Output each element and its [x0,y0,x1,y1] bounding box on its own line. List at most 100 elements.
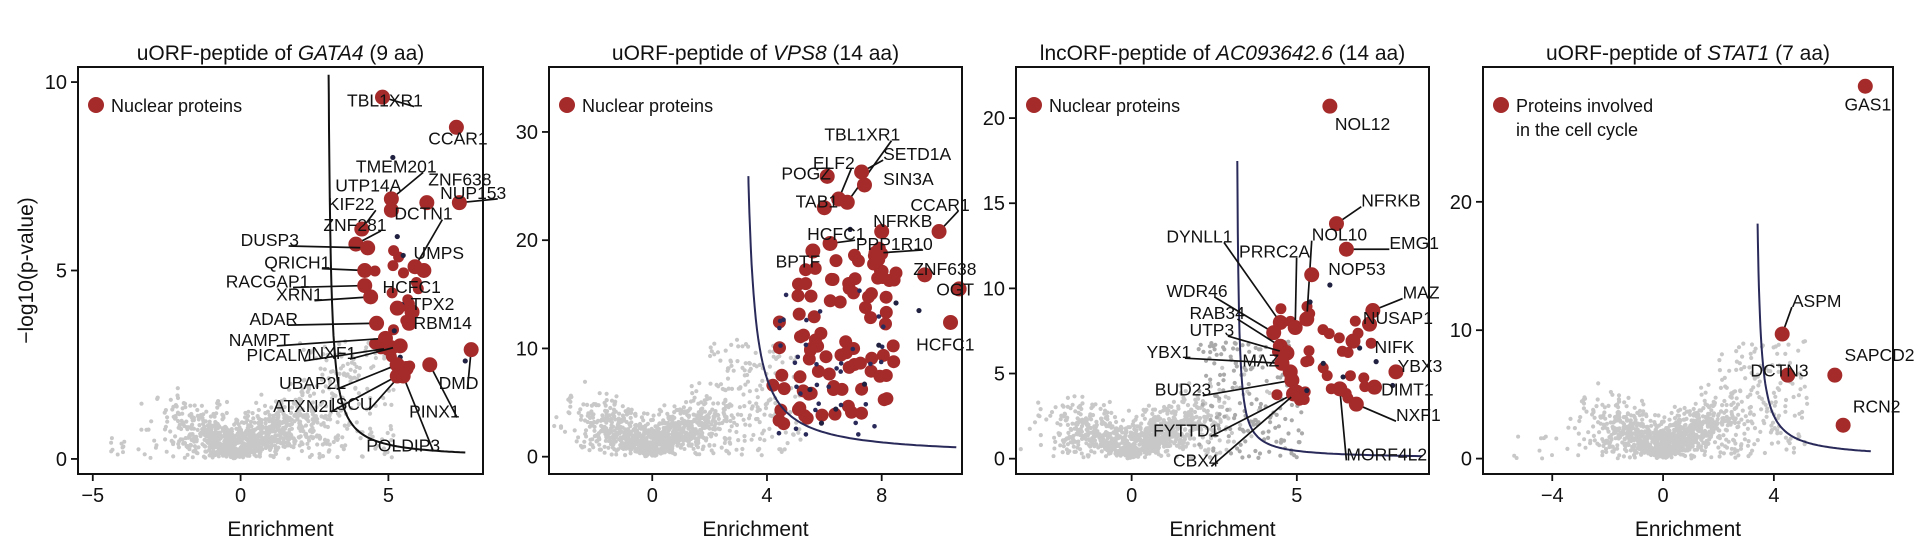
labeled-point: DUSP3 [241,230,376,256]
background-point [1716,445,1721,450]
background-point [1159,436,1164,441]
background-point [1185,403,1191,408]
background-point [791,432,796,437]
background-point [1105,448,1110,453]
small-dark-point [1390,382,1396,389]
background-point [1148,437,1153,442]
background-point [712,427,718,432]
background-point [1729,402,1734,407]
background-point [1188,454,1193,459]
labeled-point: UTP14A [335,175,402,218]
background-point [653,451,658,456]
background-point [1656,413,1661,418]
background-point [191,426,196,431]
background-point [1748,410,1753,415]
background-point [581,402,586,407]
background-point [629,407,634,412]
background-point [1719,442,1724,447]
background-point [109,436,114,441]
background-point [645,421,651,426]
background-point [1755,390,1760,395]
background-point [292,413,297,418]
background-point [1716,412,1721,417]
background-point [1165,411,1170,416]
background-point [754,388,759,393]
labeled-point: PRRC2A [1239,242,1310,336]
background-point [1678,426,1683,431]
background-point [1165,448,1170,453]
background-point [1691,427,1696,432]
background-point [1053,405,1058,410]
hit-point [851,254,865,268]
background-point [354,420,359,425]
background-point [282,397,287,402]
background-point [191,418,196,423]
background-point [1095,429,1100,434]
background-point [255,414,260,419]
hit-point [811,364,825,378]
background-point [1681,417,1686,422]
background-point [1787,360,1793,365]
background-point [309,422,314,428]
background-point [1777,363,1782,368]
background-point [597,442,602,447]
background-point [325,417,330,422]
background-point [1180,445,1185,450]
background-point [1646,431,1651,437]
background-point [319,377,324,382]
background-point [1616,428,1621,433]
background-point [1683,442,1688,447]
hit-point-small [868,361,873,367]
leader-line [429,364,458,418]
background-point [368,396,373,401]
background-point [185,452,190,457]
background-point [1201,349,1206,354]
background-point [192,444,197,449]
labeled-point: ZNF638 [419,170,492,211]
background-point [1745,394,1750,399]
background-point [1696,415,1701,420]
background-point [1655,455,1660,460]
background-point [1179,432,1184,437]
background-point [611,407,617,412]
background-point [755,405,760,410]
background-point [554,415,559,420]
background-point [1112,445,1117,450]
background-point [1749,355,1754,361]
background-point [1107,399,1112,405]
background-point [1737,361,1742,366]
background-point [1683,422,1688,428]
background-point [1641,409,1646,414]
background-point [293,401,298,406]
background-point [1127,447,1132,452]
highlight-point [451,195,467,211]
background-point [1602,405,1607,410]
background-point [1130,436,1136,441]
background-point [381,395,386,401]
background-point [354,364,359,369]
background-point [1221,378,1226,383]
background-point [1653,429,1658,434]
background-point [1640,434,1644,439]
background-point [1126,425,1131,430]
background-point [1192,443,1197,448]
background-point [662,435,668,440]
labeled-point: MORF4L2 [1332,381,1427,464]
hit-point-small [876,314,882,319]
labeled-point: ZNF638 [913,259,976,283]
background-point [164,449,169,454]
background-point [307,404,313,409]
highlight-point [1304,267,1320,283]
point-label: NXF1 [312,343,357,363]
background-point [1640,422,1645,427]
background-point [725,368,730,373]
background-point [1783,435,1788,440]
background-point [322,437,328,442]
point-label: NFRKB [873,211,932,231]
background-point [698,416,703,421]
hit-point [877,393,891,407]
background-point [716,416,721,421]
background-point [1139,421,1144,426]
background-point [684,435,689,440]
background-point [1610,392,1615,397]
